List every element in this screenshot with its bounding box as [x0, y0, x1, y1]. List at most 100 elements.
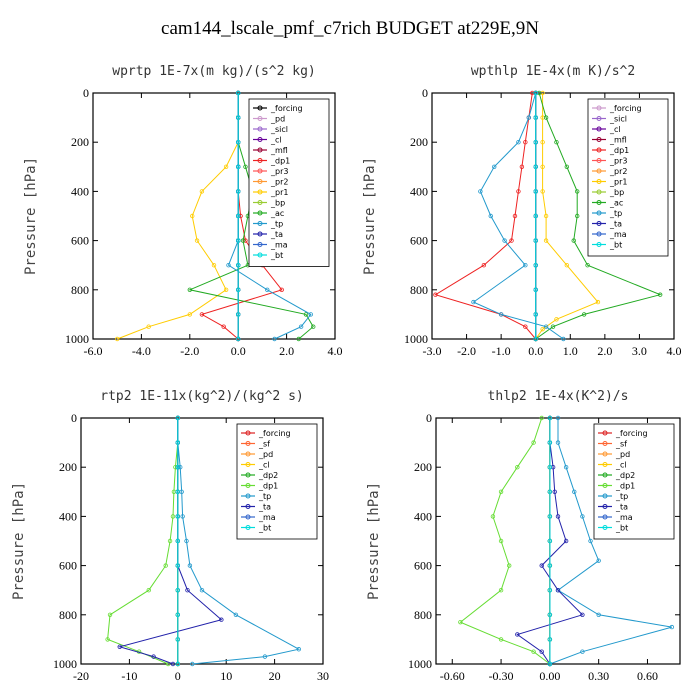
- series-point-bt: [533, 90, 538, 96]
- plot-frame: [92, 92, 336, 340]
- series-point-pr1: [223, 287, 229, 292]
- legend-label: _dp2: [615, 471, 635, 480]
- x-tick-label: 0.60: [637, 669, 658, 683]
- legend-marker: [602, 493, 608, 499]
- series-point-ta: [117, 644, 122, 649]
- legend-label: _cl: [615, 461, 627, 470]
- series-point-tp: [471, 299, 476, 305]
- series-point-ac: [240, 238, 246, 243]
- legend-label: _cl: [270, 136, 282, 145]
- series-point-ac: [581, 312, 587, 317]
- legend-marker: [257, 221, 263, 226]
- legend: _forcing _pd_sicl _cl_mfl _dp1_pr3 _pr2_pr1 _…: [248, 98, 330, 267]
- series-point-bt: [175, 612, 180, 617]
- legend-label: _tp: [609, 209, 622, 218]
- series-point-dp1: [516, 189, 521, 194]
- panel-title: thlp2 1E-4x(K^2)/s: [488, 389, 629, 404]
- x-tick-label: 0.00: [539, 669, 560, 683]
- series-point-ta: [151, 654, 156, 659]
- series-point-dp1: [221, 324, 226, 329]
- series-point-ac: [187, 287, 192, 292]
- series-point-tp: [272, 336, 277, 342]
- series-point-bt: [547, 465, 553, 470]
- series-point-bt: [547, 637, 553, 642]
- series-line-tp: [177, 418, 301, 665]
- legend-marker: [245, 472, 251, 478]
- series-line-ac: [535, 92, 662, 340]
- legend-label: _pr1: [270, 188, 288, 197]
- series-point-ac: [585, 263, 590, 268]
- y-tick-label: 400: [71, 184, 89, 198]
- series-point-bt: [547, 514, 553, 519]
- y-tick-label: 1000: [65, 332, 89, 346]
- series-point-tp: [296, 647, 301, 652]
- series-point-ta: [552, 489, 557, 494]
- y-tick-label: 800: [59, 608, 77, 622]
- series-point-pr1: [114, 336, 120, 342]
- legend-marker: [257, 105, 263, 111]
- legend-label: _bp: [270, 199, 285, 208]
- series-point-bt: [533, 336, 538, 342]
- series-point-bt: [175, 440, 180, 445]
- y-tick-label: 800: [410, 283, 428, 297]
- legend-label: _bt: [615, 524, 628, 533]
- legend-label: _forcing: [270, 104, 303, 113]
- x-tick-label: 0.0: [528, 344, 543, 358]
- legend-label: _mfl: [270, 146, 288, 155]
- series-point-ta: [539, 649, 544, 654]
- legend-marker: [602, 472, 608, 478]
- series-point-pr1: [194, 238, 200, 243]
- series-point-bt: [235, 115, 241, 120]
- legend-marker: [245, 462, 251, 467]
- series-point-bt: [547, 415, 553, 421]
- legend-label: _dp1: [609, 146, 629, 155]
- legend-marker: [596, 126, 602, 132]
- series-point-bt: [533, 189, 538, 194]
- series-point-dp1: [507, 563, 512, 568]
- x-tick-label: -2.0: [457, 344, 476, 358]
- y-tick-label: 200: [59, 460, 77, 474]
- legend-label: _bp: [609, 188, 624, 197]
- series-point-bt: [547, 538, 553, 544]
- legend-label: _pr3: [609, 157, 627, 166]
- legend-marker: [596, 105, 602, 111]
- series-point-tp: [298, 324, 304, 329]
- series-point-ac: [243, 164, 248, 169]
- panel-4: thlp2 1E-4x(K^2)/s -0.60 -0.30 0.00 0.30 0.60…: [366, 389, 681, 683]
- legend-label: _forcing: [609, 104, 642, 113]
- series-point-bt: [175, 489, 180, 494]
- y-tick-label: 1000: [53, 657, 77, 671]
- y-tick-label: 400: [59, 509, 77, 523]
- legend-label: _bt: [270, 251, 283, 260]
- series-point-pr1: [187, 312, 192, 317]
- page-title: cam144_lscale_pmf_c7rich BUDGET at229E,9…: [161, 18, 539, 39]
- series-point-bt: [533, 287, 538, 292]
- series-point-ac: [571, 238, 576, 243]
- series-line-dp1: [107, 418, 179, 665]
- series-point-tp: [555, 415, 561, 421]
- series-point-bt: [533, 263, 538, 268]
- y-tick-label: 200: [71, 135, 89, 149]
- x-tick-label: 1.0: [563, 344, 578, 358]
- series-point-bt: [235, 139, 241, 145]
- series-point-bt: [175, 661, 180, 667]
- series-point-pr1: [595, 299, 601, 305]
- series-point-bt: [547, 440, 553, 445]
- series-point-dp1: [107, 612, 113, 617]
- series-point-bt: [175, 588, 180, 593]
- series-point-bt: [235, 213, 241, 219]
- legend-marker: [257, 137, 263, 142]
- legend-label: _sf: [615, 440, 627, 449]
- series-point-dp1: [173, 465, 178, 470]
- x-tick-label: -3.0: [423, 344, 442, 358]
- series-point-tp: [233, 612, 239, 617]
- series-point-bt: [235, 189, 241, 194]
- legend-marker: [596, 231, 602, 237]
- series-point-bt: [175, 514, 180, 519]
- panel-3: rtp2 1E-11x(kg^2)/(kg^2 s) -20 -10 0 10 20 30 0…: [11, 389, 329, 683]
- series-point-tp: [308, 312, 313, 317]
- series-point-dp1: [481, 263, 487, 268]
- series-point-tp: [561, 336, 566, 342]
- legend-marker: [245, 514, 251, 520]
- legend-marker: [602, 441, 608, 446]
